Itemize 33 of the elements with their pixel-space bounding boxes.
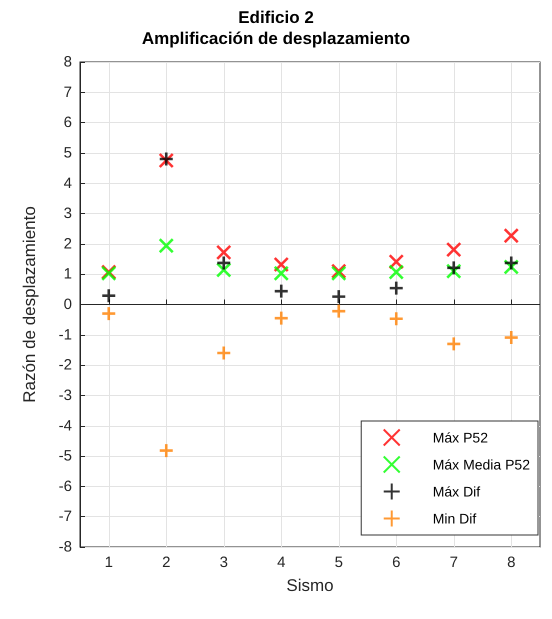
y-tick-label: -8 — [58, 538, 72, 556]
x-tick-label: 7 — [450, 554, 458, 571]
x-tick-label: 5 — [334, 554, 343, 571]
chart-title: Edificio 2 — [238, 8, 314, 27]
x-tick-label: 4 — [277, 554, 286, 571]
legend-label: Máx Media P52 — [432, 456, 530, 472]
legend-label: Máx Dif — [432, 484, 480, 500]
y-tick-label: -7 — [58, 508, 72, 526]
y-tick-label: 8 — [64, 54, 72, 70]
legend-label: Min Dif — [432, 510, 476, 526]
x-tick-label: 1 — [104, 554, 113, 571]
y-tick-label: 5 — [64, 144, 72, 162]
y-tick-label: -6 — [58, 478, 72, 495]
x-tick-label: 3 — [220, 554, 228, 571]
y-tick-label: -3 — [58, 386, 72, 404]
y-tick-label: 3 — [64, 205, 72, 222]
y-tick-label: 0 — [64, 296, 72, 313]
y-tick-label: 7 — [64, 84, 72, 101]
y-tick-label: 4 — [64, 174, 72, 192]
y-tick-label: 1 — [64, 266, 72, 283]
y-axis-title: Razón de desplazamiento — [20, 206, 39, 403]
y-tick-label: 2 — [64, 235, 72, 252]
y-tick-label: -4 — [58, 417, 72, 434]
y-tick-label: -2 — [58, 356, 72, 374]
x-tick-label: 2 — [162, 554, 170, 571]
y-tick-label: 6 — [64, 114, 72, 132]
chart-subtitle: Amplificación de desplazamiento — [142, 29, 410, 48]
x-axis-title: Sismo — [286, 576, 334, 595]
y-tick-label: -5 — [58, 448, 72, 465]
y-tick-label: -1 — [58, 326, 72, 344]
x-tick-label: 6 — [392, 554, 400, 571]
legend-label: Máx P52 — [432, 430, 488, 446]
x-tick-label: 8 — [507, 554, 516, 571]
